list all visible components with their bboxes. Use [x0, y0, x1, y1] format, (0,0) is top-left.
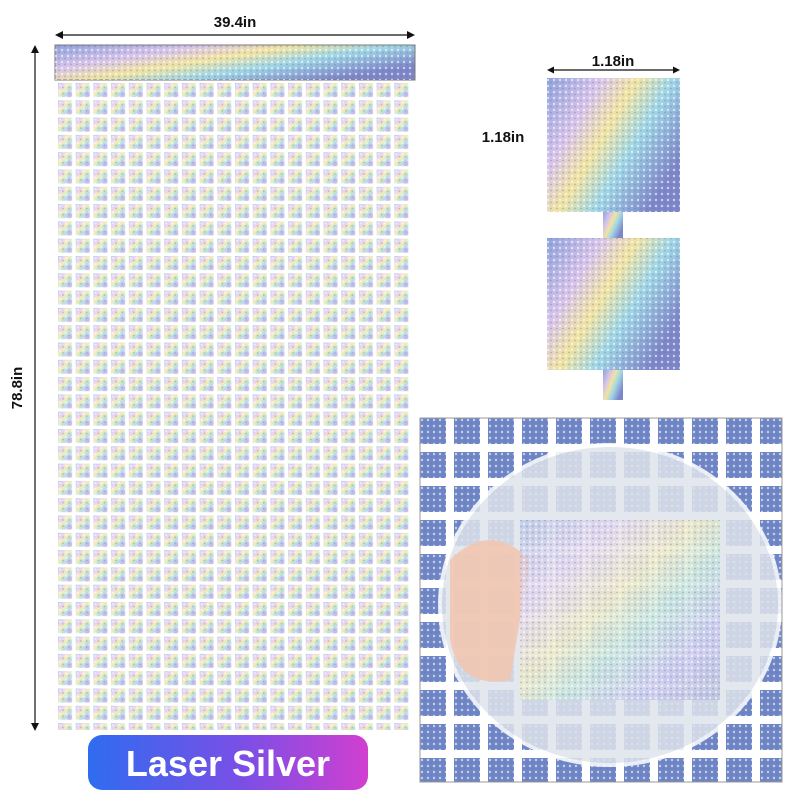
color-badge: [88, 735, 368, 790]
square-width-label: 1.18in: [592, 53, 635, 70]
width-label: 39.4in: [214, 14, 257, 31]
curtain-grid: [58, 83, 412, 730]
dimension-arrows: [31, 31, 680, 731]
height-label: 78.8in: [9, 367, 26, 410]
closeup-photo: [420, 418, 782, 782]
closeup-border: [419, 417, 783, 783]
curtain-header-texture: [55, 45, 415, 80]
square-height-label: 1.18in: [482, 129, 525, 146]
sequin-detail: [547, 78, 680, 400]
color-label: Laser Silver: [126, 743, 330, 784]
